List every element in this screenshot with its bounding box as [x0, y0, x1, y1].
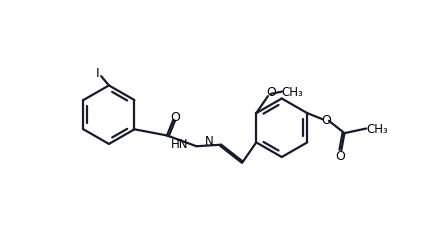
Text: O: O: [266, 86, 276, 99]
Text: HN: HN: [170, 137, 188, 150]
Text: N: N: [204, 135, 213, 148]
Text: I: I: [96, 67, 99, 79]
Text: O: O: [322, 113, 332, 126]
Text: O: O: [335, 149, 345, 162]
Text: CH₃: CH₃: [282, 86, 303, 99]
Text: CH₃: CH₃: [366, 122, 388, 135]
Text: O: O: [170, 110, 181, 123]
